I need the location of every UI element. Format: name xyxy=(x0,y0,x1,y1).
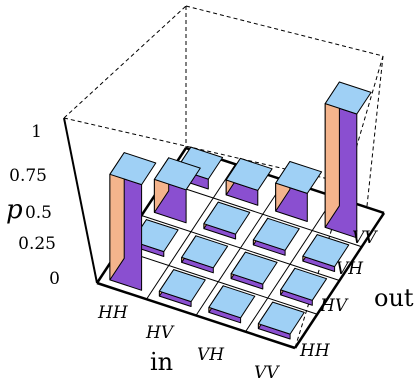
out-tick-VH: VH xyxy=(336,259,364,279)
floor-grid-line xyxy=(293,212,386,349)
bar-top-face xyxy=(252,217,300,251)
box-edge xyxy=(63,5,187,119)
out-tick-VV: VV xyxy=(352,228,378,248)
bar-HV-HV xyxy=(181,235,229,274)
bar-HH-VH xyxy=(153,157,201,224)
bar-VH-HH xyxy=(208,285,256,324)
y-axis-label: out xyxy=(374,284,414,312)
bar-top-face xyxy=(230,251,278,285)
box-edge xyxy=(345,55,384,184)
z-tick-labels: 0 0.25 0.5 0.75 1 xyxy=(9,122,60,289)
box-edge xyxy=(366,55,384,207)
z-tick-3: 0.75 xyxy=(9,166,47,186)
box-edge xyxy=(185,5,384,57)
in-tick-labels: HH HV VH VV xyxy=(97,303,280,383)
bar-top-face xyxy=(275,161,323,194)
bar-top-face xyxy=(280,267,328,301)
z-tick-2: 0.5 xyxy=(25,203,52,223)
in-tick-VV: VV xyxy=(254,363,280,383)
bar-VH-HV xyxy=(230,251,278,290)
bar-HV-VH xyxy=(203,201,251,240)
bar-VV-VV xyxy=(324,81,372,239)
z-axis-label: p xyxy=(6,195,23,225)
bar-top-face xyxy=(225,157,273,191)
x-axis-label: in xyxy=(150,348,173,376)
z-axis xyxy=(63,117,98,284)
out-tick-labels: HH HV VH VV xyxy=(299,228,378,361)
bar-top-face xyxy=(109,152,157,186)
bar-VV-VH xyxy=(302,234,350,272)
out-tick-HV: HV xyxy=(319,296,349,316)
bar-top-face xyxy=(257,301,305,335)
z-tick-1: 0.25 xyxy=(18,234,56,254)
bars xyxy=(109,81,372,340)
bar-top-face xyxy=(181,235,229,269)
bar-VV-HH xyxy=(257,301,305,340)
z-tick-0: 0 xyxy=(49,269,60,289)
in-tick-HH: HH xyxy=(97,303,129,323)
bar-HV-VV xyxy=(225,157,273,206)
bar-HH-HH xyxy=(109,152,157,291)
in-tick-HV: HV xyxy=(145,323,175,343)
in-tick-VH: VH xyxy=(197,345,225,365)
bar-VH-VV xyxy=(275,161,323,222)
bar-top-face xyxy=(153,157,201,191)
bar-top-face xyxy=(158,269,206,303)
bar-top-face xyxy=(302,234,350,268)
bar-VV-HV xyxy=(280,267,328,306)
floor-grid-line xyxy=(141,215,340,281)
floor-grid-line xyxy=(245,196,335,333)
bar-HV-HH xyxy=(158,269,206,307)
z-tick-4: 1 xyxy=(31,122,42,142)
bar-top-face xyxy=(203,201,251,235)
bar-top-face xyxy=(324,81,372,115)
bar-VH-VH xyxy=(252,217,300,256)
out-tick-HH: HH xyxy=(299,341,331,361)
floor-grid-line xyxy=(163,181,362,248)
bar-top-face xyxy=(208,285,256,319)
z-axis-line xyxy=(63,117,98,284)
